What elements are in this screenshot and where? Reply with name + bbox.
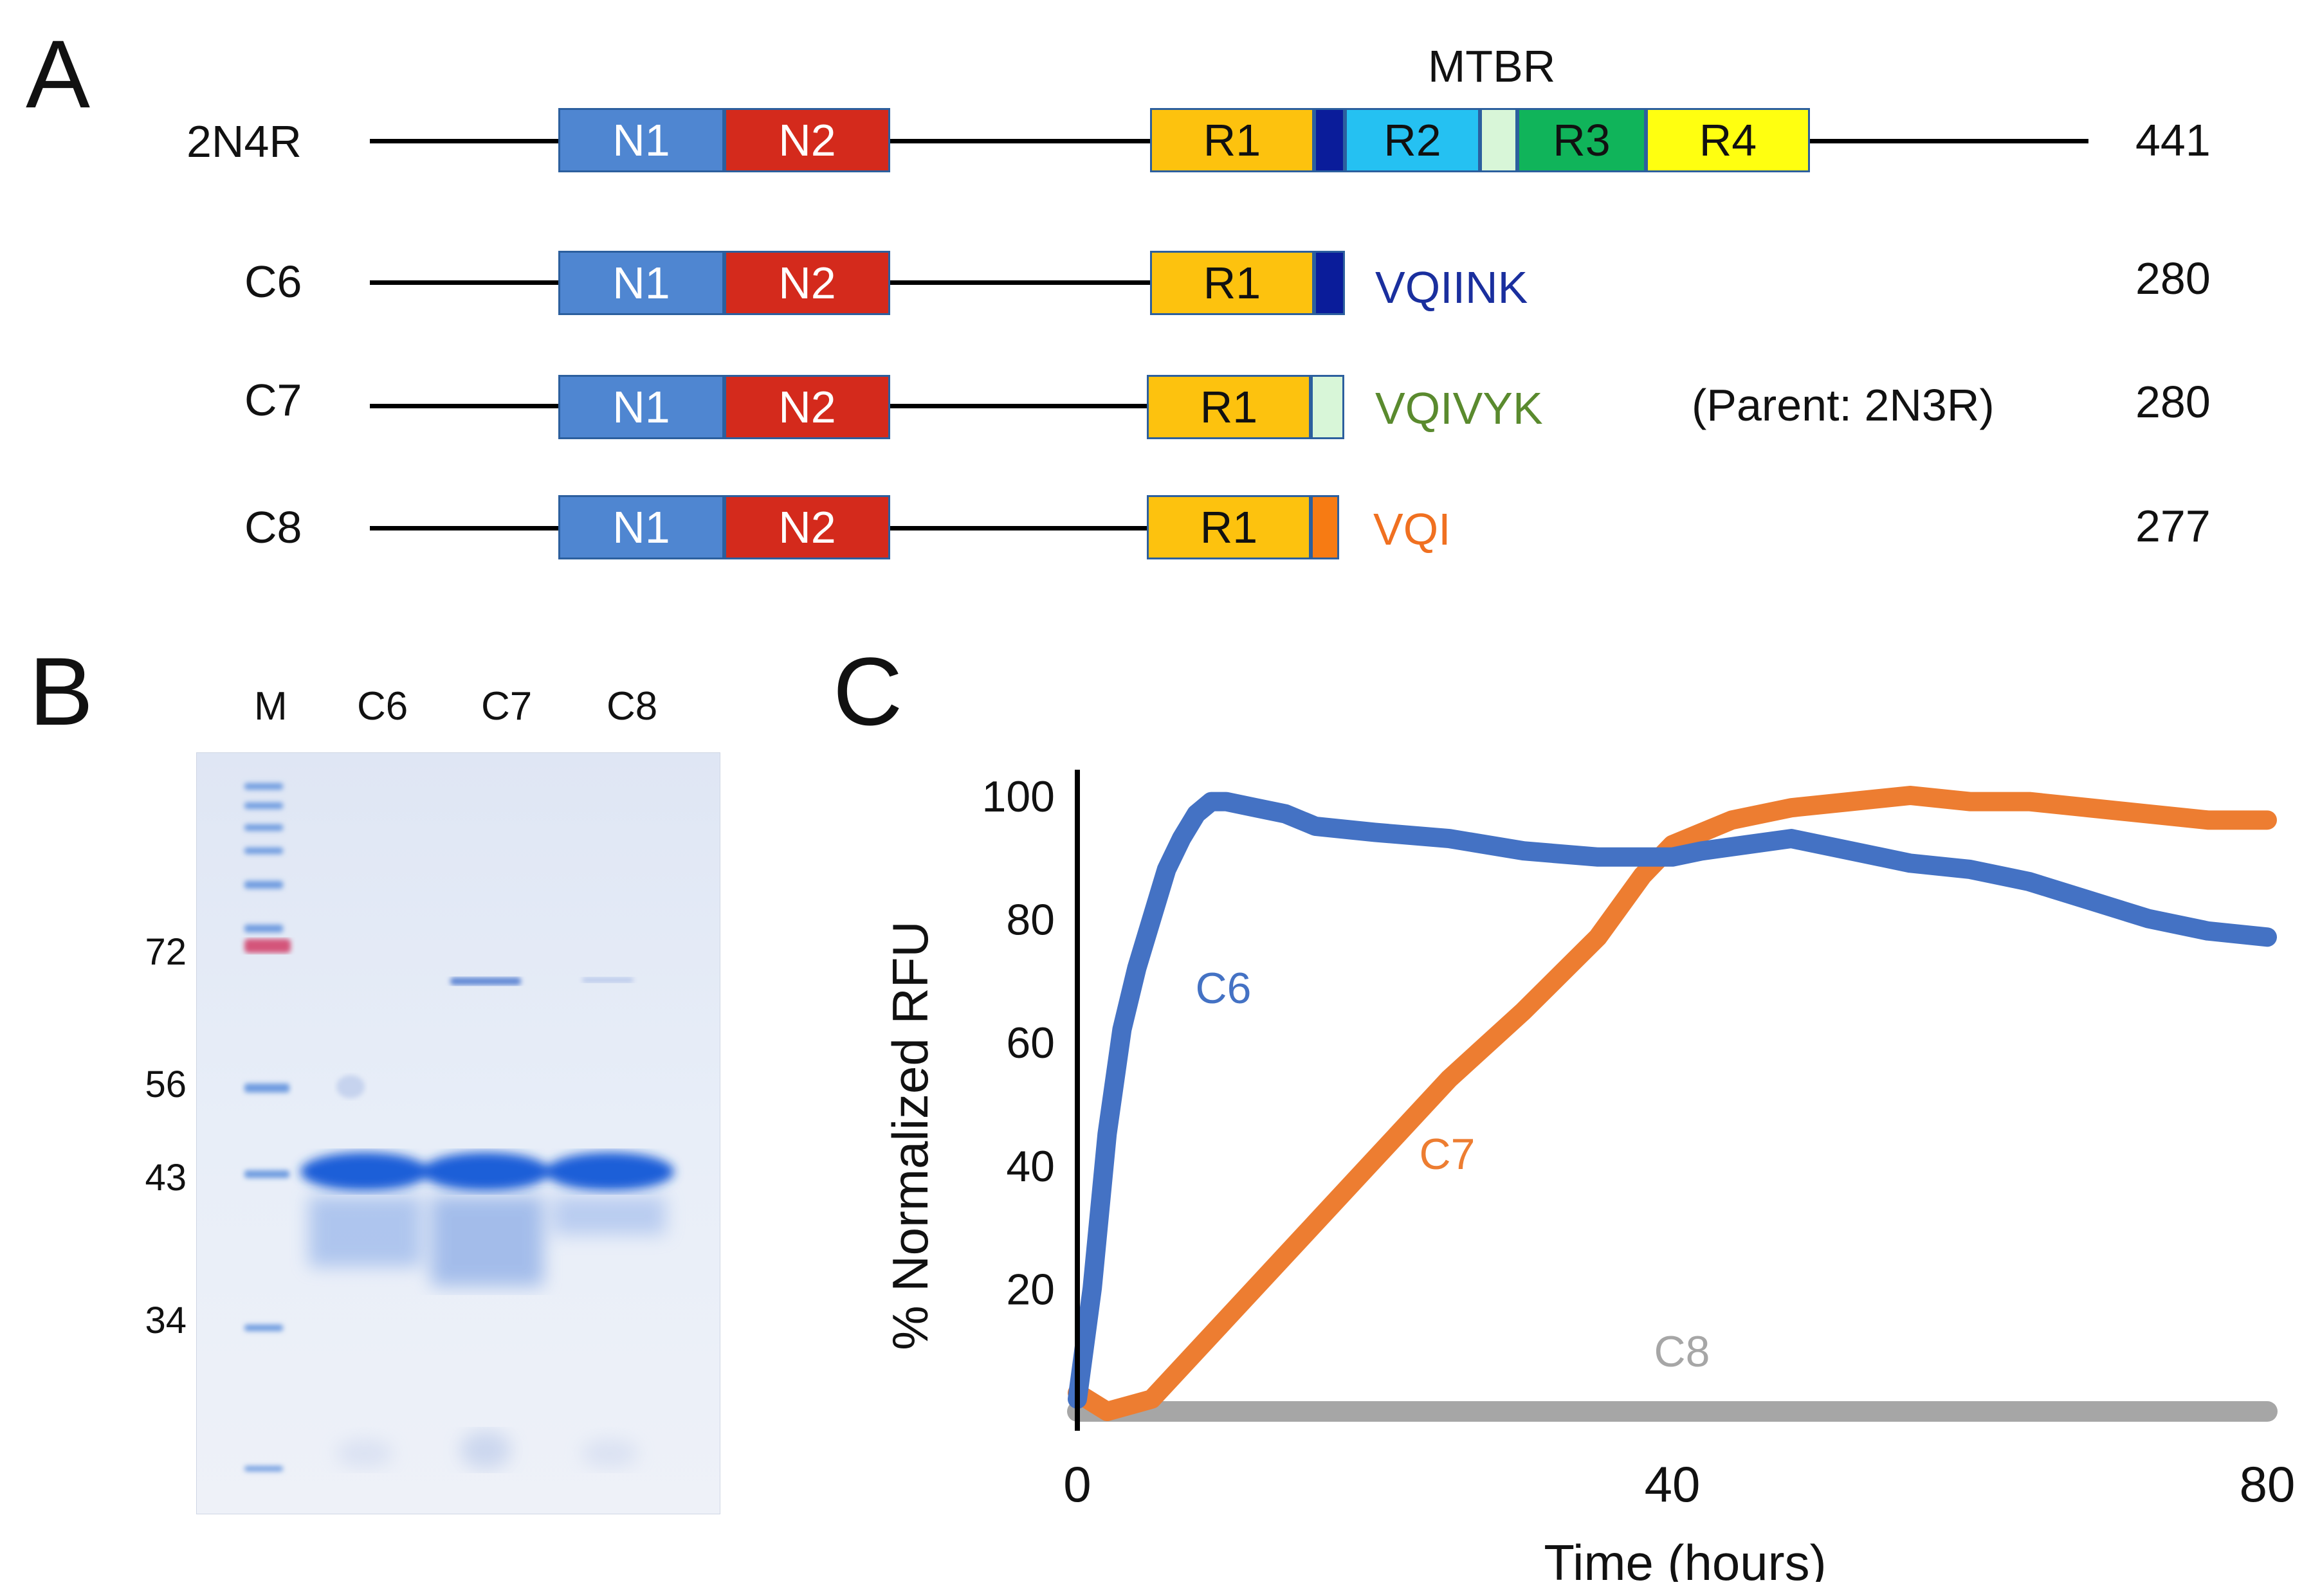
panel-c-letter: C	[833, 637, 903, 745]
x-axis-title: Time (hours)	[1544, 1534, 1826, 1582]
y-tick-label: 40	[1006, 1142, 1055, 1191]
domain-n1-c7: N1	[558, 375, 724, 439]
lane-label-c6: C6	[357, 684, 408, 729]
y-tick-label: 20	[1006, 1265, 1055, 1314]
series-label-c6: C6	[1196, 964, 1252, 1013]
domain-n2-2n4r: N2	[724, 108, 890, 172]
panel-b-letter: B	[29, 637, 94, 745]
length-c6: 280	[2135, 253, 2211, 304]
domain-r3-2n4r: R3	[1517, 108, 1646, 172]
lane-label-m: M	[254, 684, 288, 729]
series-label-c7: C7	[1420, 1130, 1475, 1179]
lane-label-c8: C8	[607, 684, 658, 729]
domain-r1-2n4r: R1	[1150, 108, 1314, 172]
domain-n1-c6: N1	[558, 251, 724, 315]
domain-n2-c8: N2	[724, 495, 890, 559]
construct-name-c8: C8	[244, 502, 302, 552]
x-tick-labels: 0 40 80	[1063, 1456, 2295, 1512]
x-tick-label: 40	[1645, 1456, 1701, 1512]
length-2n4r: 441	[2135, 115, 2211, 165]
y-tick-label: 60	[1006, 1019, 1055, 1067]
panel-a-letter: A	[26, 20, 91, 128]
mw-marker-56: 56	[145, 1064, 187, 1105]
lane-label-c7: C7	[481, 684, 533, 729]
sds-page-gel-image	[196, 752, 720, 1514]
cap-text-c6: VQIINK	[1375, 262, 1528, 313]
domain-r1-c6: R1	[1150, 251, 1314, 315]
construct-name-2n4r: 2N4R	[187, 116, 302, 167]
length-c8: 277	[2135, 501, 2211, 551]
construct-name-c6: C6	[244, 257, 302, 307]
y-tick-label: 80	[1006, 896, 1055, 945]
y-tick-label: 100	[982, 772, 1055, 821]
hexapeptide-vqiink-2n4r	[1314, 108, 1345, 172]
series-label-c8: C8	[1654, 1327, 1710, 1376]
y-tick-labels: 20 40 60 80 100	[982, 772, 1055, 1314]
parent-note-c7: (Parent: 2N3R)	[1692, 380, 1995, 430]
domain-r4-2n4r: R4	[1646, 108, 1810, 172]
cap-text-c8: VQI	[1373, 504, 1451, 554]
domain-n1-c8: N1	[558, 495, 724, 559]
hexapeptide-vqiink-c6	[1314, 251, 1345, 315]
aggregation-kinetics-chart: 20 40 60 80 100 0 40 80 % Normalized RFU Time …	[882, 770, 2295, 1582]
x-tick-label: 0	[1063, 1456, 1091, 1512]
length-c7: 280	[2135, 377, 2211, 427]
hexapeptide-vqivyk-c7	[1311, 375, 1344, 439]
domain-r1-c7: R1	[1147, 375, 1311, 439]
mw-marker-34: 34	[145, 1300, 187, 1341]
domain-n1-2n4r: N1	[558, 108, 724, 172]
mw-marker-43: 43	[145, 1157, 187, 1199]
series-labels: C6 C7 C8	[1196, 964, 1710, 1376]
y-axis-title: % Normalized RFU	[882, 921, 938, 1350]
series-line-c6	[1068, 792, 2277, 1409]
domain-n2-c6: N2	[724, 251, 890, 315]
hexapeptide-vqivyk-2n4r	[1480, 108, 1517, 172]
domain-r2-2n4r: R2	[1345, 108, 1480, 172]
mw-marker-72: 72	[145, 931, 187, 973]
construct-name-c7: C7	[244, 375, 302, 425]
domain-r1-c8: R1	[1147, 495, 1311, 559]
series-layer	[1067, 786, 2278, 1422]
tripeptide-vqi-c8	[1311, 495, 1339, 559]
cap-text-c7: VQIVYK	[1375, 383, 1543, 433]
series-line-c7	[1068, 786, 2277, 1421]
domain-n2-c7: N2	[724, 375, 890, 439]
x-tick-label: 80	[2240, 1456, 2296, 1512]
mtbr-label: MTBR	[1428, 41, 1556, 91]
